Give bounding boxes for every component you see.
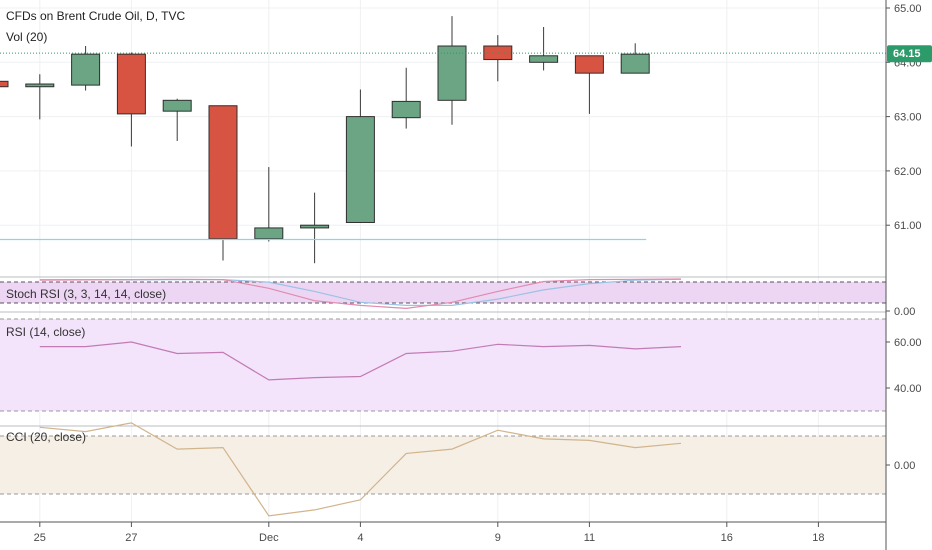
price-tick-label: 61.00 [894, 220, 922, 232]
stoch-rsi-label: Stoch RSI (3, 3, 14, 14, close) [6, 287, 166, 301]
cci-line [39, 422, 682, 517]
candle-body [71, 53, 101, 86]
candle[interactable] [391, 67, 421, 129]
rsi-label: RSI (14, close) [6, 325, 85, 339]
candle[interactable] [345, 89, 375, 223]
candle-body [574, 55, 604, 74]
candle-body [116, 53, 146, 115]
volume-label: Vol (20) [6, 30, 47, 44]
time-tick-label: 11 [584, 532, 595, 544]
candle-body [300, 224, 330, 229]
candle[interactable] [162, 98, 192, 142]
time-tick-label: 9 [495, 532, 501, 544]
stoch-tick-label: 0.00 [894, 306, 915, 318]
price-tick-label: 62.00 [894, 166, 922, 178]
candle-body [437, 45, 467, 101]
candle[interactable] [529, 27, 559, 71]
candle[interactable] [254, 167, 284, 242]
chart-title: CFDs on Brent Crude Oil, D, TVC [6, 9, 185, 23]
candle[interactable] [437, 16, 467, 125]
candle[interactable] [25, 74, 55, 120]
cci-label: CCI (20, close) [6, 430, 86, 444]
candle[interactable] [620, 43, 650, 74]
candle-body [620, 53, 650, 74]
candle-body [345, 116, 375, 223]
candlestick-series[interactable] [0, 16, 650, 264]
candle-body [0, 80, 9, 88]
price-tick-label: 65.00 [894, 3, 922, 15]
rsi-tick-label: 40.00 [894, 383, 922, 395]
candle-body [25, 83, 55, 88]
last-price-badge: 64.15 [887, 45, 932, 63]
candle[interactable] [300, 192, 330, 264]
time-tick-label: 16 [721, 532, 733, 544]
candle[interactable] [116, 52, 146, 147]
time-tick-label: 27 [125, 532, 137, 544]
time-tick-label: 18 [812, 532, 824, 544]
candle[interactable] [574, 55, 604, 114]
candle[interactable] [0, 76, 9, 88]
time-tick-label: 4 [357, 532, 363, 544]
stoch-rsi-band [0, 282, 886, 303]
candle-body [529, 55, 559, 63]
time-tick-label: 25 [34, 532, 46, 544]
price-tick-label: 63.00 [894, 112, 922, 124]
candle[interactable] [71, 46, 101, 91]
candle-body [391, 100, 421, 119]
rsi-tick-label: 60.00 [894, 337, 922, 349]
candle-body [208, 105, 238, 240]
candle-body [162, 99, 192, 112]
indicator-panels [0, 278, 886, 517]
candle-body [254, 227, 284, 240]
overlay-layer [0, 52, 886, 241]
rsi-line [39, 341, 682, 381]
last-price-badge-text: 64.15 [893, 48, 921, 60]
candle[interactable] [208, 105, 238, 261]
cci-tick-label: 0.00 [894, 460, 915, 472]
time-tick-label: Dec [259, 532, 279, 544]
cci-band [0, 436, 886, 494]
rsi-band [0, 319, 886, 411]
stoch-k-line [39, 278, 682, 310]
candle[interactable] [483, 35, 513, 82]
